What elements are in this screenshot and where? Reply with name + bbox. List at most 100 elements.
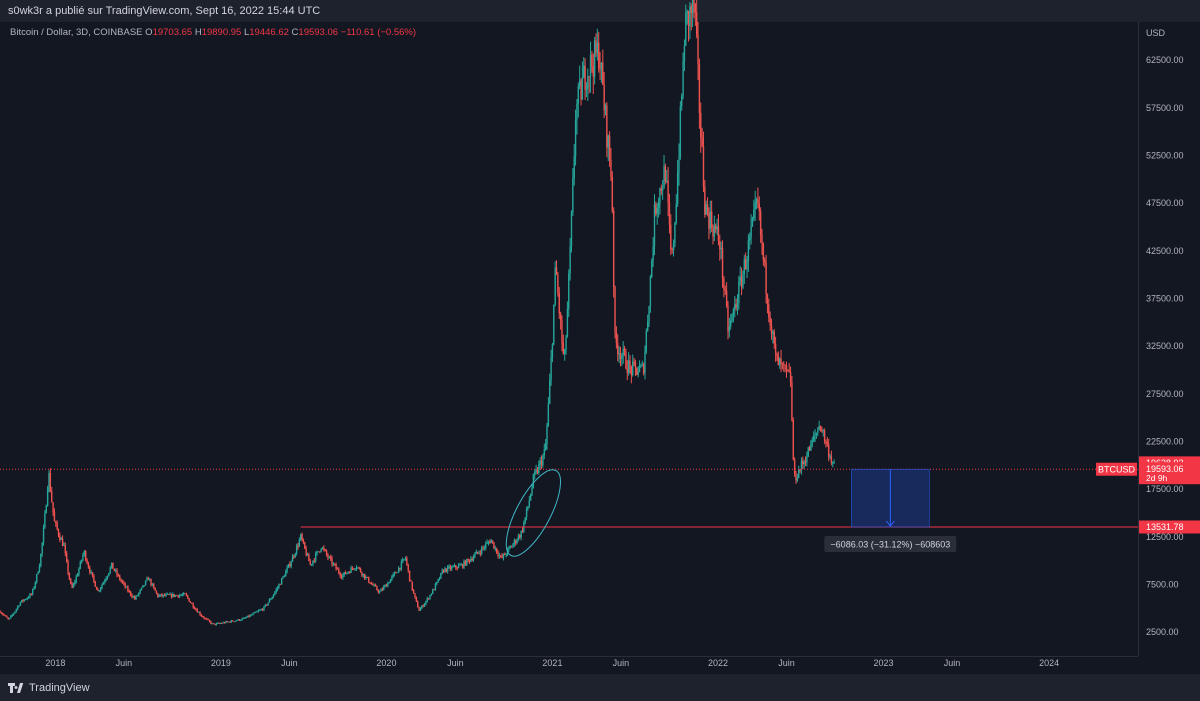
candle-body [376,586,378,590]
candle-body [739,276,741,282]
candle-body [244,617,246,619]
candles-group [0,0,835,626]
candle-body [70,579,72,584]
candle-body [691,0,694,14]
price-axis[interactable] [1138,22,1200,656]
candle-body [773,331,775,344]
candle-body [640,365,642,367]
candle-body [666,180,668,182]
candle-body [270,599,272,600]
tradingview-logo[interactable]: TradingView [8,682,90,694]
y-tick-label: 27500.00 [1146,389,1184,399]
candle-body [566,308,569,337]
candle-body [553,304,555,345]
candle-body [754,202,756,210]
candle-body [388,582,390,584]
candle-body [87,563,90,568]
candle-body [521,530,524,532]
candle-body [4,615,7,617]
candle-body [490,540,492,544]
candle-body [710,211,713,228]
candle-body [819,426,822,430]
candle-body [580,80,582,100]
candle-body [181,594,184,596]
candle-body [753,209,755,219]
candle-body [592,66,594,77]
candle-body [448,566,450,568]
x-tick-label: Juin [613,658,630,668]
candle-body [474,554,476,558]
candle-body [346,572,348,575]
candle-body [660,188,663,191]
candle-body [430,593,433,596]
candle-body [310,564,313,565]
candle-body [8,617,11,619]
candle-body [670,224,672,250]
candle-body [339,573,341,577]
candle-body [263,606,265,611]
candle-body [370,583,373,585]
candle-body [664,166,667,182]
candle-body [487,541,490,543]
high-value: 19890.95 [201,27,242,38]
candle-body [649,276,652,307]
candle-body [451,566,453,570]
candle-body [227,621,230,623]
candlestick-chart[interactable]: −6086.03 (−31.12%) −608603 USD 62500.00 57… [0,0,1200,674]
candle-body [294,553,296,557]
candle-body [170,593,173,598]
candle-body [200,614,203,617]
candle-body [656,207,658,214]
y-axis-labels: USD 62500.00 57500.00 52500.00 47500.00 42500… [1096,28,1200,637]
candle-body [659,188,661,204]
candle-body [595,40,597,54]
candle-body [157,593,159,597]
candle-body [313,560,316,562]
candle-body [815,432,818,435]
candle-body [408,570,411,581]
candle-body [380,589,382,592]
candle-body [0,612,3,614]
candle-body [520,530,522,538]
candle-body [202,616,204,618]
candle-body [383,586,385,590]
candle-body [723,278,725,290]
candle-body [822,430,824,432]
time-axis[interactable] [0,656,1138,675]
candle-body [236,620,238,622]
candle-body [468,559,471,562]
candle-body [705,204,707,215]
candle-body [769,317,771,326]
candle-body [316,551,318,554]
candle-body [52,502,54,513]
candle-body [599,68,601,70]
open-value: 19703.65 [152,27,193,38]
candle-body [117,575,120,576]
candle-body [719,240,721,250]
candle-body [60,538,62,540]
candle-body [90,572,92,573]
candle-body [132,596,135,598]
candle-body [116,570,118,576]
candle-body [169,593,171,595]
candle-body [349,572,351,573]
candle-body [91,572,94,576]
candle-body [438,578,441,580]
candle-body [644,351,646,374]
candle-body [676,172,679,205]
measure-arrow-head [885,520,895,527]
candle-body [693,0,695,5]
candle-body [724,289,726,291]
candle-body [143,585,145,587]
candle-body [344,572,347,575]
candle-body [78,568,80,575]
candle-body [470,559,472,562]
candle-body [249,614,252,617]
candle-body [562,342,565,354]
candle-body [278,584,280,588]
candle-body [306,554,309,556]
candle-body [607,135,609,148]
candle-body [776,352,778,356]
candle-body [173,594,175,597]
candle-body [327,554,329,558]
